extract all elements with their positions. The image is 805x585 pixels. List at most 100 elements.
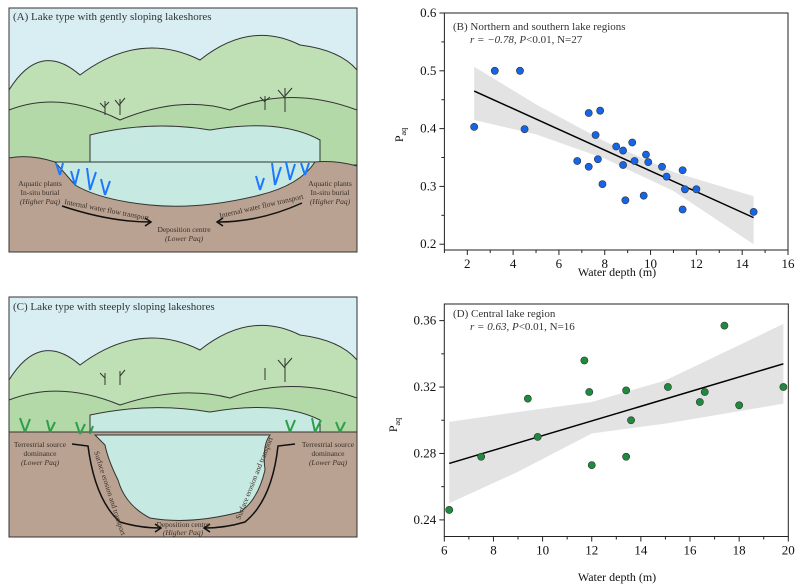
data-point: [720, 321, 729, 330]
data-point: [584, 162, 593, 171]
regression-line: [448, 363, 784, 465]
data-point: [587, 461, 596, 469]
chart-stats: r = −0.78, P<0.01, N=27: [470, 34, 583, 46]
data-point: [591, 131, 600, 139]
x-tick-label: 8: [601, 256, 608, 271]
y-axis-label: Paq: [392, 128, 408, 142]
svg-text:(Lower Paq): (Lower Paq): [165, 234, 204, 243]
flow-arrow-left: [71, 443, 161, 529]
svg-text:(Higher Paq): (Higher Paq): [163, 528, 204, 537]
data-point: [523, 394, 532, 403]
tree-icon: [99, 87, 293, 115]
plot-frame: [443, 12, 789, 251]
data-point: [593, 155, 602, 164]
data-point: [445, 506, 454, 514]
x-tick-label: 14: [634, 543, 648, 558]
chart-b: 2 4 6 8 10 12 14 16 0.2 0.3 0.4 0.5 0.6 (B) Northern…: [392, 5, 795, 279]
tree-icon: [99, 357, 293, 385]
data-point: [681, 185, 689, 194]
left-label: Aquatic plants: [18, 179, 62, 188]
x-tick-label: 18: [733, 543, 746, 558]
terrestrial-plants-icon: [19, 417, 346, 435]
x-tick-label: 6: [441, 543, 448, 558]
x-tick-label: 10: [644, 256, 657, 271]
data-point: [612, 142, 621, 151]
x-tick-label: 14: [736, 256, 750, 271]
x-tick-label: 6: [556, 256, 563, 271]
lake-water: [93, 434, 272, 521]
panel-c-diagram: (C) Lake type with steeply sloping lakes…: [8, 296, 358, 538]
panel-a-title: (A) Lake type with gently sloping lakesh…: [13, 11, 212, 23]
flow-arrow-right: [217, 202, 303, 223]
y-tick-label: 0.4: [420, 121, 437, 136]
x-tick-label: 4: [510, 256, 517, 271]
y-tick-label: 0.28: [414, 445, 437, 460]
x-tick-label: 12: [585, 543, 598, 558]
data-point: [664, 383, 672, 391]
data-point: [627, 416, 635, 425]
chart-title: (B) Northern and southern lake regions: [453, 21, 626, 33]
data-point: [749, 207, 758, 216]
data-point: [573, 157, 582, 165]
data-point: [516, 66, 524, 75]
svg-text:(Higher Paq): (Higher Paq): [20, 197, 61, 206]
data-point: [628, 138, 637, 147]
chart-d: 6 8 10 12 14 16 18 20 0.24 0.28 0.32 0.36 (D) Centr…: [386, 303, 795, 584]
right-label: Aquatic plants: [308, 179, 352, 188]
data-point: [533, 432, 542, 441]
aquatic-plants-icon: [55, 161, 310, 196]
data-point: [490, 66, 499, 75]
data-point: [598, 180, 607, 189]
svg-text:In-situ burial: In-situ burial: [311, 188, 350, 197]
centre-label: Deposition centre: [157, 225, 211, 234]
data-point: [639, 191, 648, 200]
x-tick-label: 16: [782, 256, 796, 271]
y-axis-label: Paq: [386, 418, 402, 432]
data-point: [662, 172, 671, 181]
data-point: [695, 398, 704, 406]
svg-text:(Lower Paq): (Lower Paq): [21, 458, 60, 467]
data-point: [520, 125, 529, 134]
data-point: [642, 150, 650, 159]
data-point: [584, 109, 593, 117]
flow-arrow-left: [61, 205, 151, 223]
data-point: [580, 356, 589, 365]
y-tick-label: 0.24: [414, 512, 437, 527]
data-point: [622, 386, 631, 395]
left-label: Terrestrial source: [14, 440, 67, 449]
y-tick-label: 0.6: [420, 5, 437, 20]
svg-text:(Lower Paq): (Lower Paq): [309, 458, 348, 467]
data-point: [619, 161, 627, 169]
x-tick-label: 12: [690, 256, 703, 271]
y-tick-label: 0.2: [420, 236, 436, 251]
svg-text:dominance: dominance: [24, 449, 58, 458]
y-tick-label: 0.36: [414, 313, 437, 328]
data-point: [619, 146, 627, 155]
chart-stats: r = 0.63, P<0.01, N=16: [470, 321, 575, 333]
x-tick-label: 2: [464, 256, 471, 271]
y-tick-label: 0.5: [420, 63, 436, 78]
svg-text:dominance: dominance: [312, 449, 346, 458]
x-tick-label: 20: [782, 543, 795, 558]
x-tick-label: 10: [536, 543, 549, 558]
data-point: [585, 388, 594, 396]
flow-arrow-right: [204, 443, 296, 529]
y-tick-label: 0.32: [414, 379, 437, 394]
right-label: Terrestrial source: [302, 440, 355, 449]
confidence-band: [474, 66, 754, 245]
data-point: [596, 106, 605, 115]
x-axis-label: Water depth (m): [578, 265, 656, 279]
data-point: [621, 196, 630, 205]
x-tick-label: 16: [684, 543, 698, 558]
data-point: [630, 157, 639, 165]
data-point: [735, 401, 744, 410]
data-point: [779, 383, 788, 391]
centre-label: Deposition centre: [156, 520, 210, 529]
y-tick-label: 0.3: [420, 178, 436, 193]
chart-title: (D) Central lake region: [453, 308, 556, 320]
data-point: [700, 388, 709, 396]
data-point: [658, 162, 666, 171]
x-axis-label: Water depth (m): [578, 570, 656, 584]
panel-c-title: (C) Lake type with steeply sloping lakes…: [13, 301, 215, 313]
lake-water: [53, 161, 316, 207]
